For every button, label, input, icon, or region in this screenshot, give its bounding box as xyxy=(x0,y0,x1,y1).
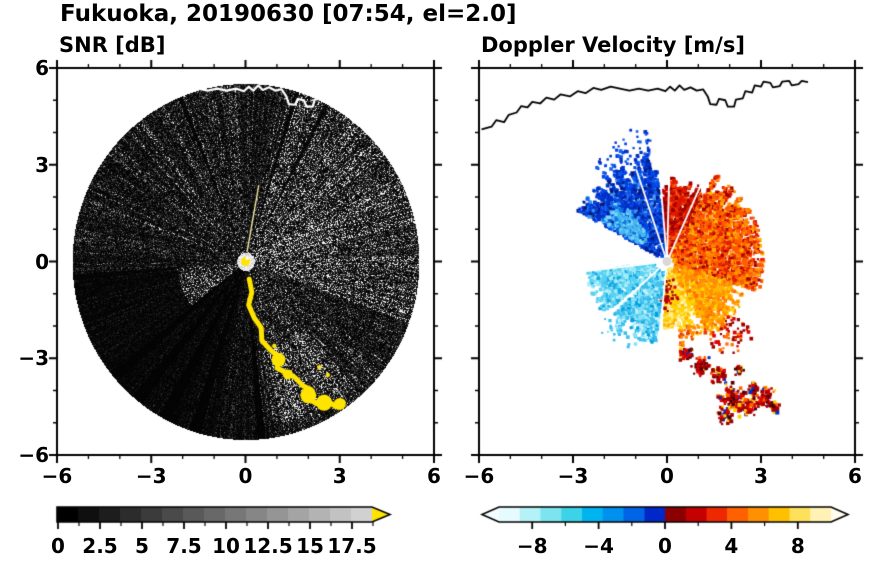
panel-title-velocity: Doppler Velocity [m/s] xyxy=(481,33,745,57)
x-tick-label: −6 xyxy=(463,464,495,488)
snr-colorbar-tick-label: 12.5 xyxy=(243,534,293,558)
y-tick-label: −3 xyxy=(18,346,49,371)
velocity-colorbar-tick-label: 4 xyxy=(724,534,739,558)
snr-ppi-plot xyxy=(47,58,444,465)
x-tick-label: 3 xyxy=(754,464,768,488)
y-tick-label: 6 xyxy=(35,56,49,80)
x-tick-label: −3 xyxy=(135,464,167,488)
x-tick-label: −6 xyxy=(41,464,73,488)
velocity-colorbar-tick-label: 0 xyxy=(658,534,672,558)
y-tick-label: 3 xyxy=(35,152,49,177)
y-tick-label: −6 xyxy=(18,443,49,467)
snr-colorbar-tick-label: 17.5 xyxy=(327,534,377,558)
x-tick-label: 0 xyxy=(660,464,674,488)
velocity-colorbar xyxy=(478,505,854,533)
snr-colorbar xyxy=(55,505,405,533)
snr-colorbar-tick-label: 0 xyxy=(51,534,65,558)
snr-colorbar-tick-label: 5 xyxy=(135,534,149,558)
snr-colorbar-tick-label: 7.5 xyxy=(166,534,202,558)
x-tick-label: 6 xyxy=(848,464,862,488)
velocity-ppi-plot xyxy=(469,58,865,465)
x-tick-label: 6 xyxy=(427,464,441,488)
snr-colorbar-tick-label: 10 xyxy=(212,534,240,558)
x-tick-label: 3 xyxy=(332,464,347,488)
panel-title-snr: SNR [dB] xyxy=(59,33,166,57)
x-tick-label: 0 xyxy=(238,464,253,488)
y-tick-label: 0 xyxy=(35,249,49,274)
snr-colorbar-tick-label: 15 xyxy=(296,534,324,558)
x-tick-label: −3 xyxy=(557,464,589,488)
velocity-colorbar-tick-label: 8 xyxy=(790,534,805,558)
snr-colorbar-tick-label: 2.5 xyxy=(82,534,118,558)
velocity-colorbar-tick-label: −4 xyxy=(583,534,614,558)
velocity-colorbar-tick-label: −8 xyxy=(516,534,548,558)
figure-title: Fukuoka, 20190630 [07:54, el=2.0] xyxy=(60,1,517,27)
